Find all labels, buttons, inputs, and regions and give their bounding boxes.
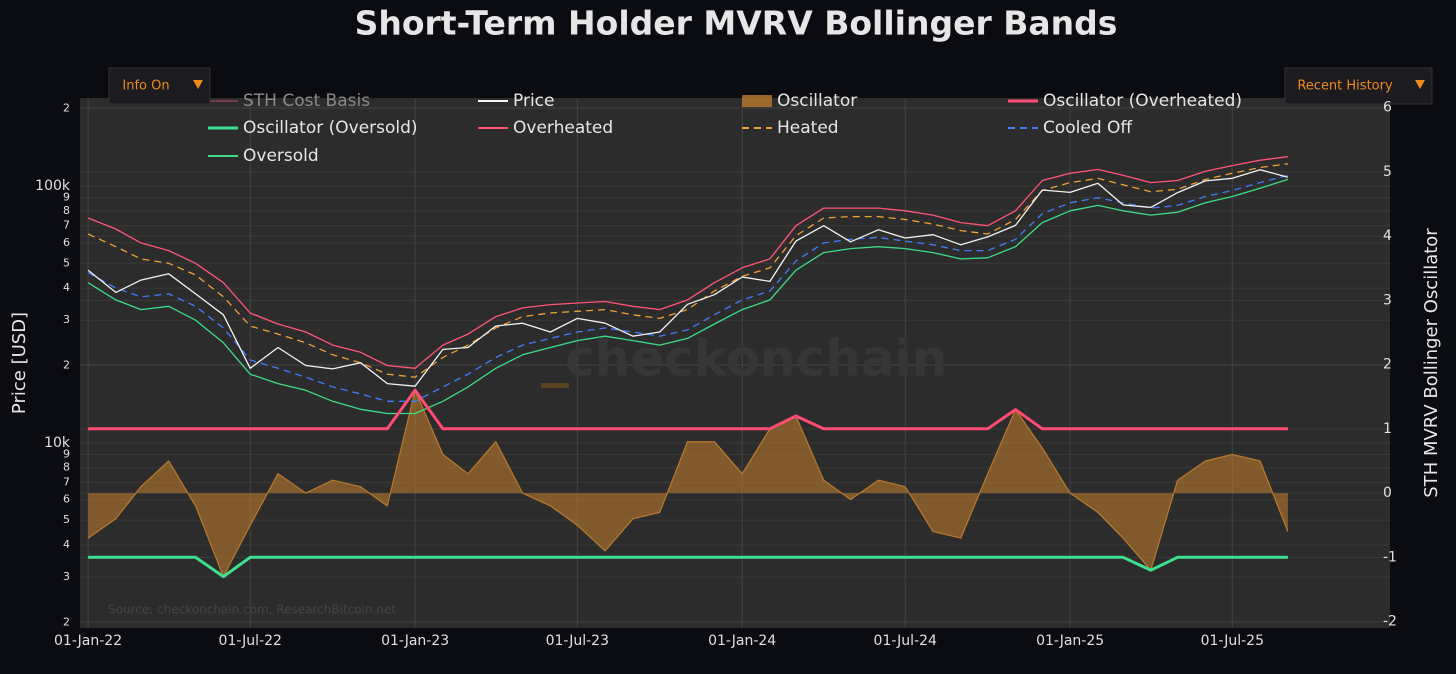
series-line	[88, 555, 1288, 579]
watermark-bar	[541, 383, 569, 388]
y-tick-label: 8	[63, 204, 70, 217]
legend-label: Price	[513, 91, 554, 111]
y-tick-label: 7	[63, 219, 70, 232]
history-button[interactable]: Recent History	[1284, 67, 1433, 105]
legend-label: STH Cost Basis	[243, 91, 370, 111]
chart-title: Short-Term Holder MVRV Bollinger Bands	[355, 4, 1118, 43]
y-tick-label: 8	[63, 461, 70, 474]
y-tick-label: 2	[63, 102, 70, 115]
y-tick-label: 3	[63, 313, 70, 326]
y-tick-label: 10k	[44, 435, 71, 451]
dropdown-arrow[interactable]	[193, 80, 203, 89]
y-tick-label: 9	[63, 191, 70, 204]
legend-label: Oversold	[243, 146, 319, 166]
y-tick-label: 6	[63, 236, 70, 249]
y-tick-label: 100k	[35, 178, 71, 194]
y-tick-label: 7	[63, 476, 70, 489]
button-box[interactable]	[1284, 67, 1433, 105]
dropdown-arrow[interactable]	[1415, 80, 1425, 89]
y2-tick-label: 0	[1383, 485, 1392, 501]
y2-tick-label: 2	[1383, 357, 1392, 373]
x-tick-label: 01-Jul-22	[219, 633, 282, 649]
y2-axis-title: STH MVRV Bollinger Oscillator	[1421, 228, 1442, 498]
legend-label: Heated	[777, 118, 839, 138]
source-note: Source: checkonchain.com, ResearchBitcoi…	[108, 603, 396, 617]
x-tick-label: 01-Jul-24	[874, 633, 937, 649]
button-label[interactable]: Info On	[122, 79, 169, 94]
x-tick-label: 01-Jan-23	[381, 633, 449, 649]
y2-tick-label: 3	[1383, 292, 1392, 308]
y2-tick-label: 4	[1383, 228, 1392, 244]
y-axis-title: Price [USD]	[9, 312, 30, 414]
y-tick-label: 2	[63, 615, 70, 628]
x-tick-label: 01-Jan-22	[54, 633, 122, 649]
y-tick-label: 9	[63, 448, 70, 461]
series-line	[87, 156, 1288, 369]
x-tick-label: 01-Jul-25	[1201, 633, 1264, 649]
series-line	[88, 388, 1288, 431]
button-label[interactable]: Recent History	[1297, 79, 1393, 94]
legend-label: Oscillator	[777, 91, 857, 111]
series-line	[87, 174, 1289, 402]
y-tick-label: 3	[63, 570, 70, 583]
series-line	[87, 389, 1289, 578]
legend-label: Oscillator (Oversold)	[243, 118, 418, 138]
y-tick-label: 5	[63, 513, 70, 526]
button-box[interactable]	[108, 67, 211, 105]
y-tick-label: 4	[63, 281, 70, 294]
series-line	[87, 169, 1289, 387]
watermark: checkonchain	[565, 330, 947, 388]
y2-tick-label: 1	[1383, 421, 1392, 437]
oscillator-area	[88, 390, 1288, 577]
info-button[interactable]: Info On	[108, 67, 211, 105]
y2-tick-label: 6	[1383, 100, 1392, 116]
x-tick-label: 01-Jan-25	[1036, 633, 1104, 649]
x-tick-label: 01-Jan-24	[708, 633, 776, 649]
y2-tick-label: 5	[1383, 164, 1392, 180]
y-tick-label: 2	[63, 358, 70, 371]
y2-tick-label: -1	[1383, 549, 1397, 565]
y-tick-label: 6	[63, 493, 70, 506]
legend-label: Cooled Off	[1043, 118, 1133, 138]
legend-label: Overheated	[513, 118, 613, 138]
series-line	[87, 178, 1289, 415]
y-tick-label: 4	[63, 538, 70, 551]
series-line	[87, 163, 1288, 378]
legend: STH Cost Basis Price Oscillator Oscillator …	[208, 91, 1242, 166]
y2-tick-label: -2	[1383, 614, 1397, 630]
legend-swatch	[742, 95, 772, 107]
legend-label: Oscillator (Overheated)	[1043, 91, 1242, 111]
marks	[87, 156, 1289, 579]
x-tick-label: 01-Jul-23	[546, 633, 609, 649]
y-tick-label: 5	[63, 256, 70, 269]
